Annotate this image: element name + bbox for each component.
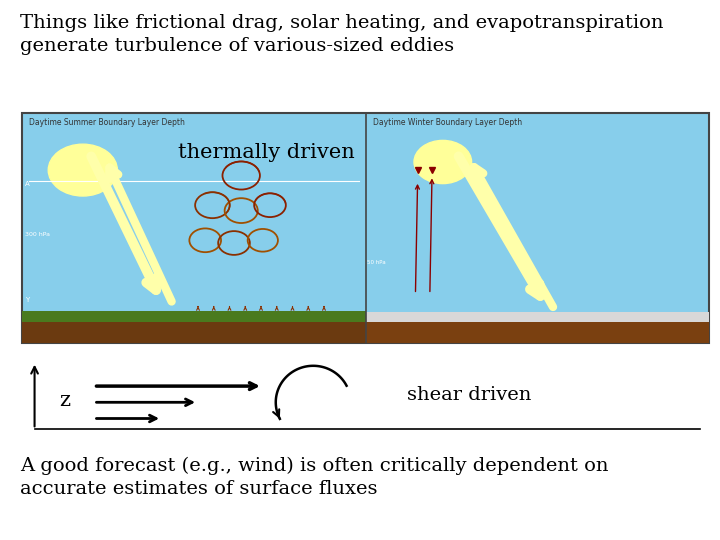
Text: z: z <box>59 391 70 410</box>
Bar <box>22 322 366 343</box>
Bar <box>366 322 709 343</box>
Text: shear driven: shear driven <box>407 386 531 404</box>
Text: A good forecast (e.g., wind) is often critically dependent on
accurate estimates: A good forecast (e.g., wind) is often cr… <box>20 456 608 498</box>
Text: 50 hPa: 50 hPa <box>367 260 386 266</box>
Bar <box>366 312 709 343</box>
Text: 300 hPa: 300 hPa <box>25 232 50 238</box>
Circle shape <box>48 144 117 196</box>
Bar <box>22 310 366 343</box>
Text: Daytime Summer Boundary Layer Depth: Daytime Summer Boundary Layer Depth <box>29 118 184 127</box>
Text: Y: Y <box>25 296 30 303</box>
Bar <box>22 113 709 343</box>
Text: thermally driven: thermally driven <box>178 143 355 162</box>
Text: Daytime Winter Boundary Layer Depth: Daytime Winter Boundary Layer Depth <box>373 118 522 127</box>
Circle shape <box>414 140 472 184</box>
Text: A: A <box>25 180 30 187</box>
Text: Things like frictional drag, solar heating, and evapotranspiration
generate turb: Things like frictional drag, solar heati… <box>20 14 664 55</box>
